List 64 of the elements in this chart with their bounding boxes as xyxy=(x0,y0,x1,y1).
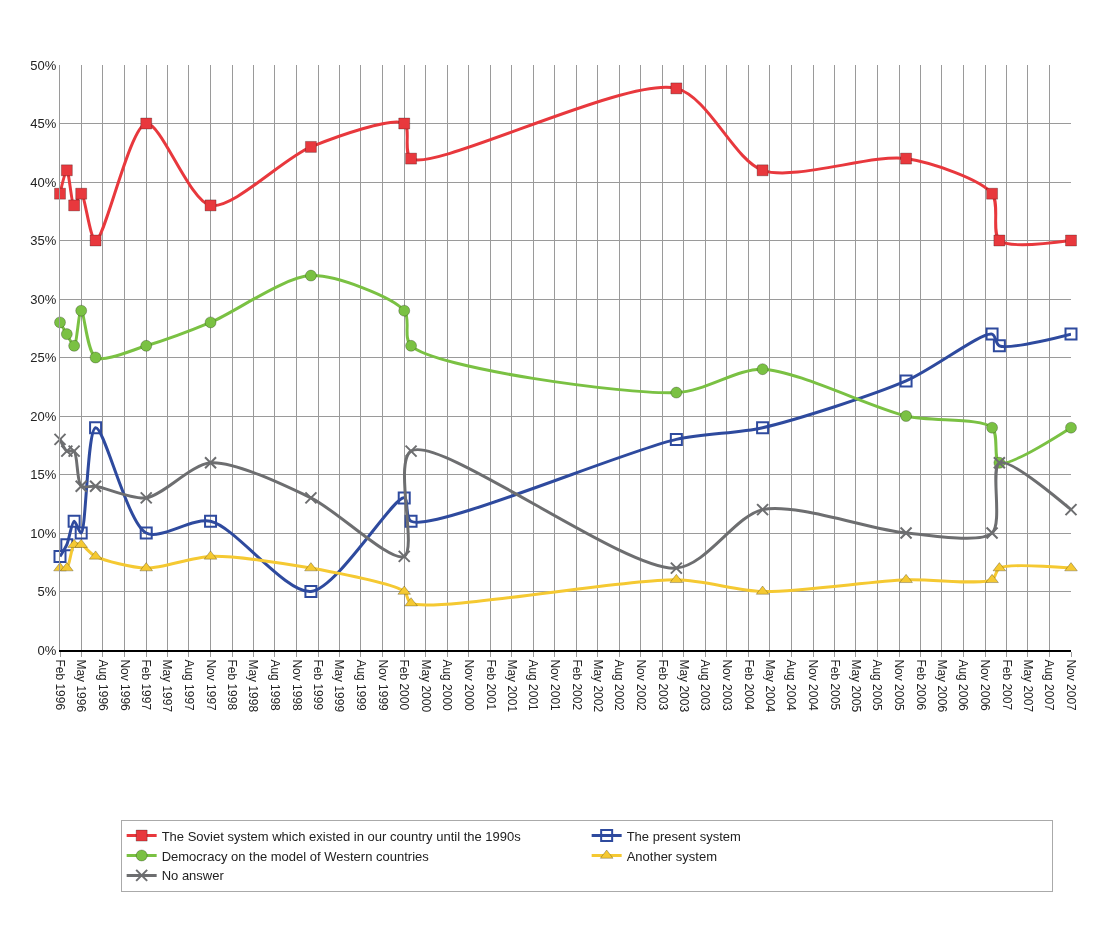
x-tick-label: Aug 2004 xyxy=(784,659,799,712)
x-tick-label: Aug 2000 xyxy=(440,659,455,712)
x-tick-label: May 2000 xyxy=(418,659,433,713)
x-tick-label: Feb 1997 xyxy=(139,659,154,711)
x-tick-label: Aug 2007 xyxy=(1042,659,1057,712)
x-tick-label: Nov 2002 xyxy=(633,659,648,712)
x-tick-label: Aug 2002 xyxy=(612,659,627,712)
y-tick-label: 10% xyxy=(30,525,57,541)
y-tick-label: 25% xyxy=(30,350,57,366)
x-tick-label: Aug 1999 xyxy=(353,659,368,712)
x-tick-label: Aug 2001 xyxy=(526,659,541,712)
y-tick-label: 0% xyxy=(37,642,57,658)
x-tick-label: May 2001 xyxy=(504,659,519,713)
x-tick-label: Nov 2003 xyxy=(719,659,734,712)
x-tick-label: May 2006 xyxy=(934,659,949,713)
x-tick-label: Aug 1996 xyxy=(95,659,110,712)
y-tick-label: 30% xyxy=(30,291,57,307)
legend-label: Another system xyxy=(626,848,717,864)
y-tick-label: 35% xyxy=(30,233,57,249)
x-tick-label: Aug 1997 xyxy=(181,659,196,712)
x-tick-label: May 1998 xyxy=(246,659,261,713)
x-tick-label: Aug 2003 xyxy=(698,659,713,712)
x-tick-label: Feb 2002 xyxy=(569,659,584,711)
x-tick-label: Feb 1999 xyxy=(311,659,326,711)
x-tick-label: Nov 2006 xyxy=(978,659,993,712)
x-tick-label: May 1999 xyxy=(332,659,347,713)
x-tick-label: Feb 2001 xyxy=(483,659,498,711)
x-tick-label: Nov 1999 xyxy=(375,659,390,712)
x-tick-label: May 2007 xyxy=(1020,659,1035,713)
x-tick-label: May 2005 xyxy=(848,659,863,713)
x-tick-label: Feb 2000 xyxy=(397,659,412,711)
x-tick-label: Feb 2006 xyxy=(913,659,928,711)
x-tick-label: Nov 1998 xyxy=(289,659,304,712)
legend-label: The present system xyxy=(626,828,741,844)
x-tick-label: Nov 2000 xyxy=(461,659,476,712)
y-tick-label: 50% xyxy=(30,57,57,73)
x-tick-label: Aug 2006 xyxy=(956,659,971,712)
x-tick-label: Feb 2003 xyxy=(655,659,670,711)
x-tick-label: May 1996 xyxy=(74,659,89,713)
x-tick-label: Feb 2004 xyxy=(741,659,756,711)
x-tick-label: Feb 2005 xyxy=(827,659,842,711)
legend-label: Democracy on the model of Western countries xyxy=(161,848,430,864)
x-tick-label: May 2003 xyxy=(676,659,691,713)
y-tick-label: 45% xyxy=(30,116,57,132)
x-tick-label: Nov 1996 xyxy=(117,659,132,712)
x-tick-label: Nov 2005 xyxy=(892,659,907,712)
x-tick-label: Feb 1996 xyxy=(53,659,68,711)
x-tick-label: Aug 2005 xyxy=(870,659,885,712)
x-tick-label: May 2002 xyxy=(590,659,605,713)
x-tick-label: Feb 1998 xyxy=(225,659,240,711)
x-tick-label: Nov 2004 xyxy=(806,659,821,712)
x-tick-label: Nov 2007 xyxy=(1064,659,1079,712)
y-tick-label: 5% xyxy=(37,584,57,600)
x-tick-label: Nov 2001 xyxy=(547,659,562,712)
y-tick-label: 15% xyxy=(30,467,57,483)
x-tick-label: May 1997 xyxy=(160,659,175,713)
legend-label: No answer xyxy=(161,868,225,884)
x-tick-label: May 2004 xyxy=(762,659,777,713)
x-tick-label: Nov 1997 xyxy=(203,659,218,712)
legend-label: The Soviet system which existed in our country until the 1990s xyxy=(161,828,522,844)
x-tick-label: Aug 1998 xyxy=(267,659,282,712)
y-tick-label: 40% xyxy=(30,174,57,190)
y-tick-label: 20% xyxy=(30,408,57,424)
x-tick-label: Feb 2007 xyxy=(999,659,1014,711)
